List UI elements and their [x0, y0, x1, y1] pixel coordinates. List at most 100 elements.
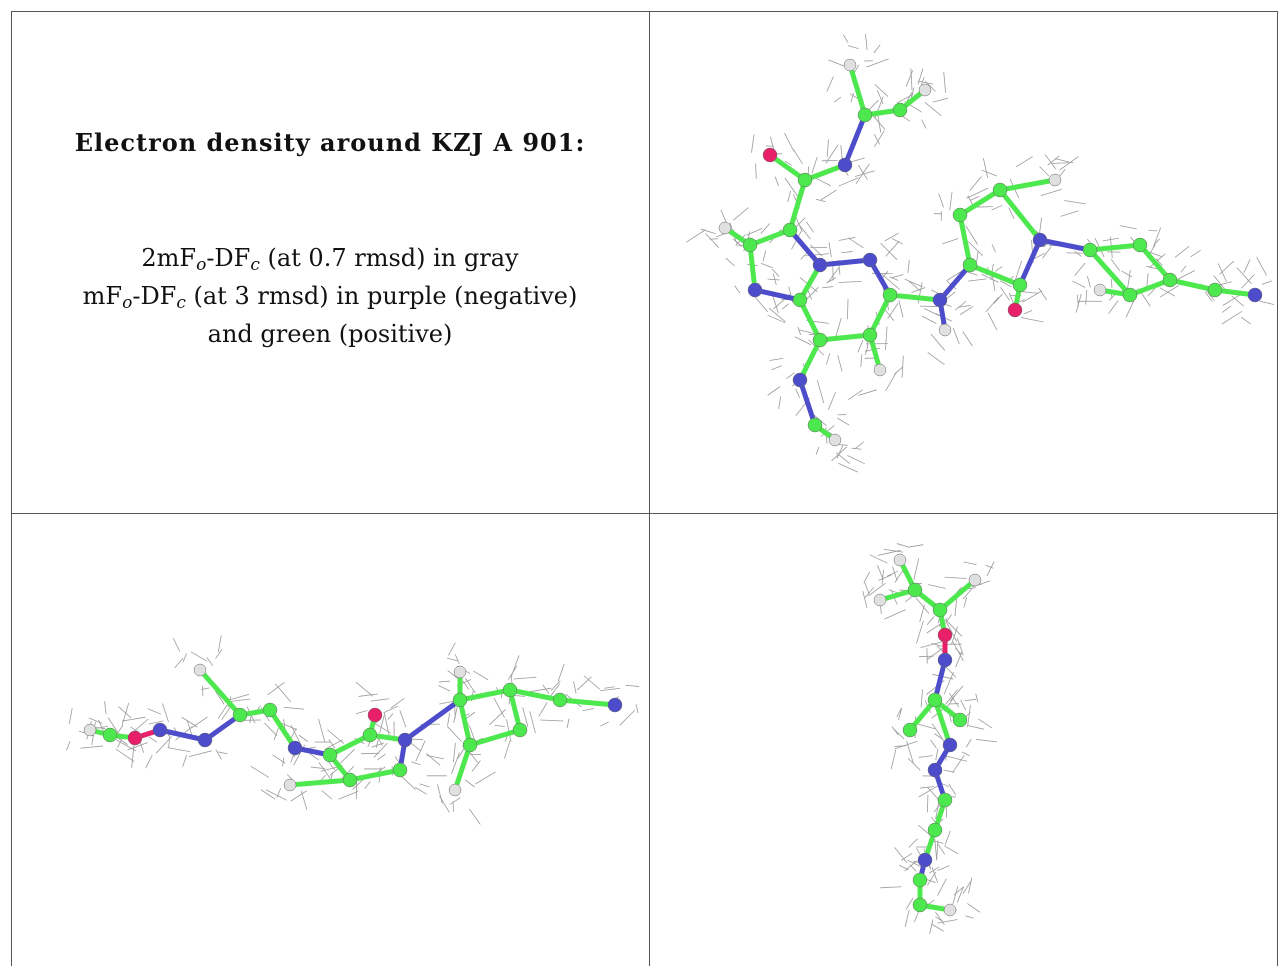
- density-mesh: [935, 748, 939, 761]
- density-mesh: [860, 354, 863, 367]
- density-mesh: [928, 584, 946, 589]
- density-mesh: [1108, 300, 1119, 314]
- density-mesh: [324, 739, 343, 750]
- atom: [792, 292, 808, 308]
- density-mesh: [1204, 291, 1213, 303]
- density-mesh: [705, 233, 720, 248]
- density-mesh: [956, 886, 964, 903]
- bond: [267, 707, 298, 751]
- density-mesh: [1040, 188, 1062, 197]
- density-mesh: [725, 257, 735, 267]
- atom: [392, 762, 408, 778]
- atom: [1207, 282, 1223, 298]
- atom: [552, 692, 568, 708]
- density-mesh: [848, 389, 864, 400]
- atom: [152, 722, 168, 738]
- density-mesh: [943, 769, 955, 773]
- atom: [1032, 232, 1048, 248]
- density-mesh: [1060, 210, 1079, 217]
- density-mesh: [1241, 274, 1255, 289]
- density-mesh: [364, 781, 371, 789]
- density-mesh: [411, 761, 421, 766]
- density-mesh: [215, 690, 225, 705]
- density-mesh: [837, 417, 850, 426]
- density-mesh: [968, 278, 987, 282]
- density-mesh: [115, 748, 135, 762]
- density-mesh: [468, 808, 481, 825]
- bond: [1087, 242, 1143, 253]
- density-mesh: [784, 132, 795, 152]
- density-mesh: [1020, 317, 1044, 323]
- atom: [1247, 287, 1263, 303]
- density-mesh: [127, 742, 148, 751]
- density-mesh: [786, 372, 795, 379]
- density-mesh: [760, 223, 771, 234]
- density-mesh: [963, 561, 977, 565]
- density-mesh: [850, 92, 855, 103]
- density-mesh: [936, 840, 939, 860]
- density-mesh: [576, 676, 592, 691]
- density-mesh: [913, 558, 920, 580]
- density-mesh: [982, 158, 989, 178]
- density-mesh: [931, 867, 939, 883]
- density-mesh: [865, 33, 868, 51]
- atom: [262, 702, 278, 718]
- density-mesh: [1075, 293, 1082, 313]
- density-mesh: [167, 747, 191, 752]
- density-mesh: [935, 916, 943, 922]
- density-mesh: [826, 277, 837, 284]
- density-mesh: [1076, 294, 1079, 307]
- atom: [762, 147, 778, 163]
- density-mesh: [907, 259, 910, 273]
- density-mesh: [936, 645, 944, 653]
- density-mesh: [896, 93, 914, 104]
- caption-line: mFo-DFc (at 3 rmsd) in purple (negative): [12, 282, 648, 312]
- density-mesh: [273, 727, 279, 741]
- density-mesh: [283, 706, 304, 710]
- density-mesh: [816, 380, 825, 404]
- density-mesh: [700, 228, 716, 235]
- density-mesh: [956, 637, 964, 656]
- density-mesh: [751, 134, 755, 153]
- atom: [943, 903, 957, 917]
- density-mesh: [168, 735, 171, 748]
- density-mesh: [968, 877, 973, 894]
- density-mesh: [190, 716, 208, 729]
- atom: [1048, 173, 1062, 187]
- density-mesh: [991, 244, 996, 253]
- bond: [1087, 247, 1133, 298]
- density-mesh: [841, 251, 853, 254]
- atom: [992, 182, 1008, 198]
- density-mesh: [781, 303, 790, 310]
- atom: [197, 732, 213, 748]
- atom: [102, 727, 118, 743]
- density-mesh: [1148, 253, 1166, 268]
- text: (at 0.7 rmsd) in gray: [259, 244, 519, 272]
- density-mesh: [784, 160, 792, 166]
- density-mesh: [358, 693, 378, 697]
- text: 2mF: [141, 244, 197, 272]
- density-mesh: [66, 741, 71, 751]
- density-mesh: [383, 712, 390, 737]
- density-mesh: [471, 760, 481, 772]
- atom: [193, 663, 207, 677]
- density-mesh: [1119, 225, 1137, 230]
- density-mesh: [963, 597, 967, 608]
- density-mesh: [825, 353, 831, 365]
- atom: [747, 282, 763, 298]
- atom: [287, 740, 303, 756]
- atom: [862, 252, 878, 268]
- density-mesh: [863, 571, 871, 583]
- bond: [402, 697, 463, 743]
- atom: [448, 783, 462, 797]
- bond: [787, 227, 823, 268]
- density-mesh: [952, 754, 965, 773]
- atom: [1082, 242, 1098, 258]
- atom: [1007, 302, 1023, 318]
- bond: [847, 62, 868, 118]
- atom: [902, 722, 918, 738]
- density-mesh: [848, 237, 864, 249]
- bond: [967, 262, 1023, 288]
- density-mesh: [847, 455, 865, 465]
- density-mesh: [438, 680, 450, 683]
